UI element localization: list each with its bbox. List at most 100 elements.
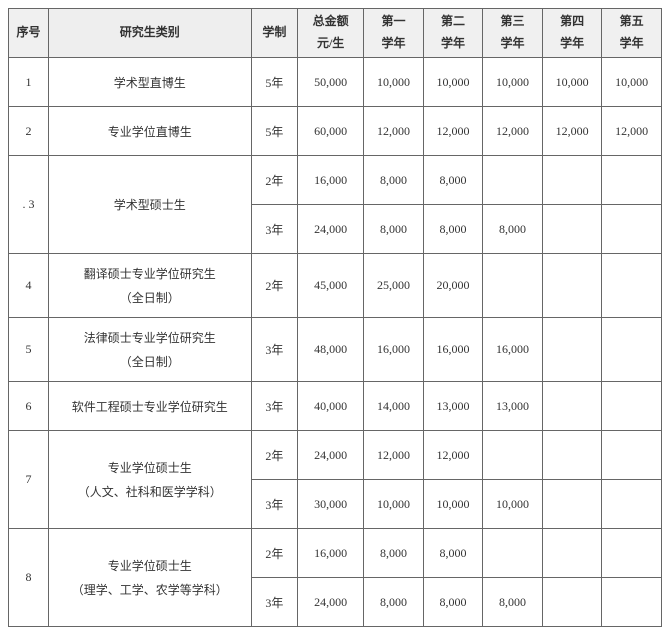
cell-idx: 5 xyxy=(9,318,49,382)
cell-category: 学术型直博生 xyxy=(49,58,252,107)
header-y5: 第五 学年 xyxy=(602,9,662,58)
cell-category: 软件工程硕士专业学位研究生 xyxy=(49,382,252,431)
cell-y5: 10,000 xyxy=(602,58,662,107)
cell-category: 翻译硕士专业学位研究生 （全日制） xyxy=(49,254,252,318)
cell-y1: 12,000 xyxy=(364,107,424,156)
table-row: 1 学术型直博生 5年 50,000 10,000 10,000 10,000 … xyxy=(9,58,662,107)
cell-total: 16,000 xyxy=(298,156,364,205)
cell-y4 xyxy=(542,382,602,431)
header-total-l2: 元/生 xyxy=(298,33,363,55)
cell-y4 xyxy=(542,205,602,254)
cell-category: 专业学位直博生 xyxy=(49,107,252,156)
header-category: 研究生类别 xyxy=(49,9,252,58)
cell-y2: 8,000 xyxy=(423,205,483,254)
cell-y1: 8,000 xyxy=(364,156,424,205)
cell-y3 xyxy=(483,254,543,318)
cell-duration: 3年 xyxy=(251,480,298,529)
cell-y1: 10,000 xyxy=(364,58,424,107)
header-total: 总金额 元/生 xyxy=(298,9,364,58)
cell-y5 xyxy=(602,254,662,318)
cell-y1: 12,000 xyxy=(364,431,424,480)
cell-y2: 20,000 xyxy=(423,254,483,318)
cell-y5 xyxy=(602,156,662,205)
cell-y2: 16,000 xyxy=(423,318,483,382)
cell-y3: 12,000 xyxy=(483,107,543,156)
cell-y4 xyxy=(542,578,602,627)
cell-y5 xyxy=(602,578,662,627)
header-y3: 第三 学年 xyxy=(483,9,543,58)
cell-y5 xyxy=(602,318,662,382)
cell-total: 24,000 xyxy=(298,205,364,254)
table-row: 4 翻译硕士专业学位研究生 （全日制） 2年 45,000 25,000 20,… xyxy=(9,254,662,318)
cell-y4: 10,000 xyxy=(542,58,602,107)
cell-y4: 12,000 xyxy=(542,107,602,156)
cell-y1: 8,000 xyxy=(364,578,424,627)
cell-y3: 16,000 xyxy=(483,318,543,382)
cell-y3: 8,000 xyxy=(483,578,543,627)
cell-y5 xyxy=(602,382,662,431)
cell-idx: 1 xyxy=(9,58,49,107)
cell-total: 48,000 xyxy=(298,318,364,382)
cell-idx: 4 xyxy=(9,254,49,318)
cell-total: 45,000 xyxy=(298,254,364,318)
cell-y4 xyxy=(542,529,602,578)
cell-duration: 3年 xyxy=(251,318,298,382)
cell-category: 专业学位硕士生 （人文、社科和医学学科） xyxy=(49,431,252,529)
cell-y3: 8,000 xyxy=(483,205,543,254)
cell-y2: 10,000 xyxy=(423,480,483,529)
cell-y1: 10,000 xyxy=(364,480,424,529)
cell-y2: 12,000 xyxy=(423,107,483,156)
table-row: 6 软件工程硕士专业学位研究生 3年 40,000 14,000 13,000 … xyxy=(9,382,662,431)
cell-total: 50,000 xyxy=(298,58,364,107)
cell-y1: 14,000 xyxy=(364,382,424,431)
cell-y1: 8,000 xyxy=(364,205,424,254)
cell-y3: 13,000 xyxy=(483,382,543,431)
cell-duration: 2年 xyxy=(251,254,298,318)
header-y1: 第一 学年 xyxy=(364,9,424,58)
cell-duration: 3年 xyxy=(251,205,298,254)
cell-category: 法律硕士专业学位研究生 （全日制） xyxy=(49,318,252,382)
cell-total: 24,000 xyxy=(298,578,364,627)
cell-y2: 10,000 xyxy=(423,58,483,107)
cell-y4 xyxy=(542,480,602,529)
cell-y5: 12,000 xyxy=(602,107,662,156)
cell-total: 16,000 xyxy=(298,529,364,578)
cell-y4 xyxy=(542,254,602,318)
cell-idx: 2 xyxy=(9,107,49,156)
cell-y1: 25,000 xyxy=(364,254,424,318)
cell-y3: 10,000 xyxy=(483,480,543,529)
cell-y5 xyxy=(602,529,662,578)
header-idx: 序号 xyxy=(9,9,49,58)
header-total-l1: 总金额 xyxy=(298,11,363,33)
cell-y1: 16,000 xyxy=(364,318,424,382)
cell-y3 xyxy=(483,529,543,578)
cell-y3: 10,000 xyxy=(483,58,543,107)
cell-duration: 2年 xyxy=(251,529,298,578)
cell-y2: 8,000 xyxy=(423,156,483,205)
cell-y2: 8,000 xyxy=(423,578,483,627)
cell-duration: 5年 xyxy=(251,107,298,156)
cell-y5 xyxy=(602,205,662,254)
cell-y4 xyxy=(542,318,602,382)
cell-duration: 2年 xyxy=(251,431,298,480)
table-row: 5 法律硕士专业学位研究生 （全日制） 3年 48,000 16,000 16,… xyxy=(9,318,662,382)
cell-category: 专业学位硕士生 （理学、工学、农学等学科） xyxy=(49,529,252,627)
cell-duration: 3年 xyxy=(251,578,298,627)
cell-total: 30,000 xyxy=(298,480,364,529)
cell-total: 60,000 xyxy=(298,107,364,156)
cell-y2: 8,000 xyxy=(423,529,483,578)
cell-total: 24,000 xyxy=(298,431,364,480)
header-y2: 第二 学年 xyxy=(423,9,483,58)
cell-duration: 2年 xyxy=(251,156,298,205)
cell-y5 xyxy=(602,480,662,529)
table-row: 8 专业学位硕士生 （理学、工学、农学等学科） 2年 16,000 8,000 … xyxy=(9,529,662,578)
cell-y1: 8,000 xyxy=(364,529,424,578)
cell-category: 学术型硕士生 xyxy=(49,156,252,254)
header-duration: 学制 xyxy=(251,9,298,58)
cell-y3 xyxy=(483,156,543,205)
table-row: 7 专业学位硕士生 （人文、社科和医学学科） 2年 24,000 12,000 … xyxy=(9,431,662,480)
table-row: 2 专业学位直博生 5年 60,000 12,000 12,000 12,000… xyxy=(9,107,662,156)
cell-y2: 12,000 xyxy=(423,431,483,480)
cell-y5 xyxy=(602,431,662,480)
cell-idx: . 3 xyxy=(9,156,49,254)
